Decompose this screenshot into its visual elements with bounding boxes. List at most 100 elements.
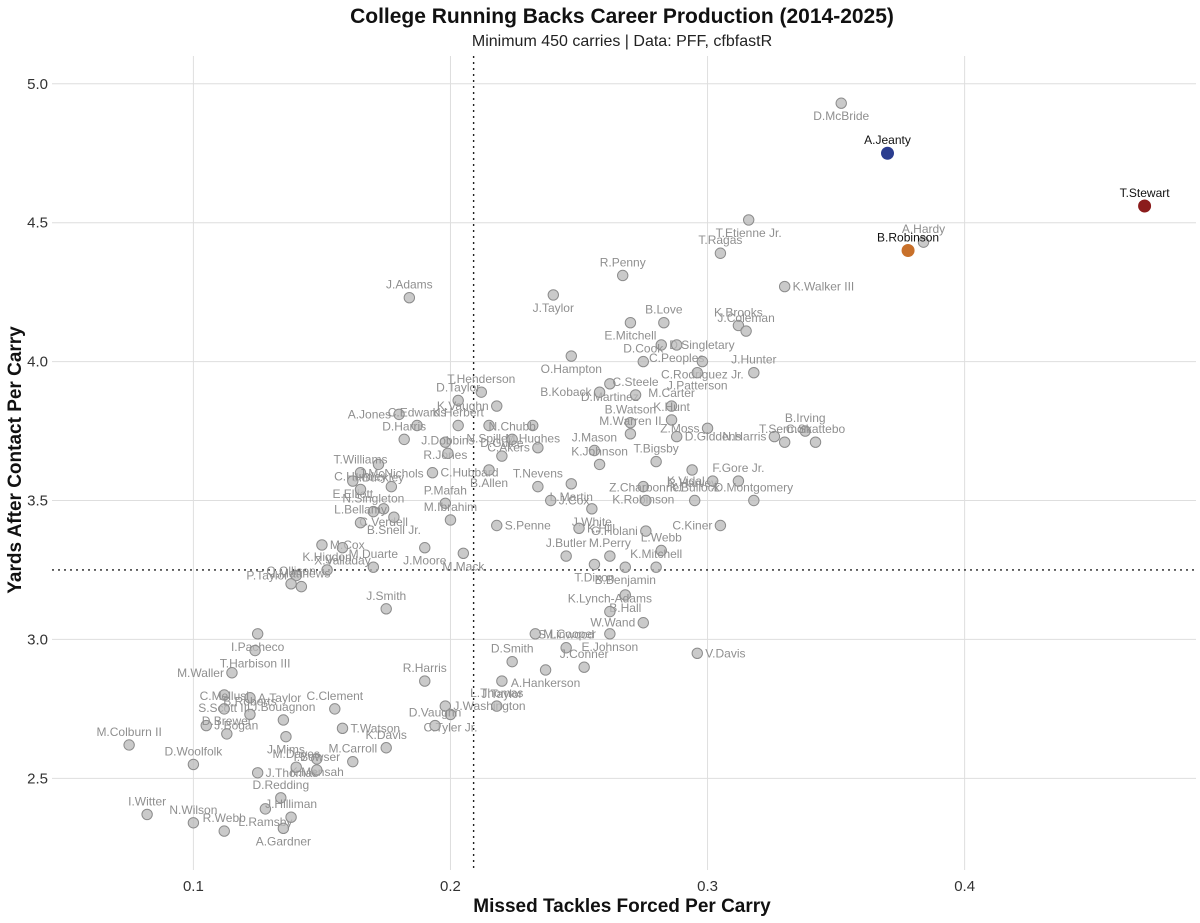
data-point: M.Ibrahim (424, 500, 477, 526)
point-label: K.Hill (587, 521, 615, 535)
point-label: O.Hampton (541, 362, 602, 376)
point-label: L.Martin (550, 490, 593, 504)
point-marker (329, 703, 341, 715)
point-label: K.Vaughn (437, 399, 489, 413)
point-label: T.Stewart (1120, 186, 1171, 200)
x-tick-label: 0.2 (440, 878, 461, 895)
point-label: J.Washington (453, 699, 525, 713)
point-marker (380, 603, 392, 615)
point-label: N.Spiller (466, 431, 511, 445)
data-point: J.Conner (560, 647, 609, 673)
data-point: J.Patterson (667, 367, 728, 393)
point-marker (573, 522, 585, 534)
point-label: M.Duarte (349, 547, 399, 561)
data-point: B.Irving (785, 411, 826, 437)
point-label: M.Dayes (273, 747, 320, 761)
point-marker (604, 550, 616, 562)
point-marker (778, 280, 791, 293)
point-label: C.Steele (613, 375, 659, 389)
point-label: C.Kiner (672, 519, 712, 533)
data-point: N.Harris (722, 430, 781, 444)
point-label: K.Higdon (302, 550, 351, 564)
point-label: I.Matthews (272, 567, 330, 581)
data-point: L.Webb (641, 531, 682, 557)
point-marker (475, 386, 488, 398)
point-label: M.Waller (177, 666, 224, 680)
point-marker (629, 389, 642, 401)
point-label: C.Akers (487, 441, 530, 455)
point-marker (529, 628, 542, 640)
point-marker (593, 386, 606, 398)
point-label: Q.Ollison (266, 564, 315, 578)
data-point: P.Mafah (424, 483, 467, 509)
point-marker (701, 422, 714, 434)
point-label: J.Hilliman (265, 797, 317, 811)
point-marker (768, 430, 781, 443)
point-marker (547, 289, 560, 301)
data-point: F.Gore Jr. (712, 461, 764, 487)
points-layer: D.McBride A.Jeanty T.Stewart T.Etienne Jr. A… (96, 97, 1171, 848)
point-label: C.Skattebo (786, 422, 846, 436)
point-marker (593, 458, 606, 471)
data-point: K.Hunt (653, 400, 691, 426)
data-point: K.Mitchell (630, 547, 682, 573)
point-marker (658, 317, 670, 329)
point-marker (655, 339, 667, 351)
point-label: J.Conner (560, 647, 609, 661)
data-point: K.Hill (573, 521, 615, 535)
data-point: D.Guice (480, 436, 524, 462)
point-marker (316, 539, 328, 551)
data-point: A.Jeanty (864, 133, 911, 160)
point-label: J.Thomas (266, 766, 319, 780)
point-marker (377, 503, 390, 515)
point-marker (354, 467, 367, 479)
point-marker (560, 550, 572, 562)
data-point: C.Skattebo (786, 422, 846, 448)
data-point: J.Cox (545, 494, 589, 508)
data-point: M.Cooper (529, 627, 596, 641)
data-point: J.Washington (439, 699, 526, 713)
data-point: J.Hilliman (265, 797, 317, 823)
point-marker (809, 436, 822, 448)
data-point: D.Singletary (655, 338, 735, 352)
point-label: T.Harbison III (220, 657, 291, 671)
point-label: J.Coleman (717, 311, 774, 325)
point-label: E.Johnson (582, 640, 639, 654)
data-point: R.Webb (203, 811, 246, 837)
y-tick-label: 4.0 (27, 354, 48, 371)
point-marker (491, 700, 503, 712)
point-marker (617, 269, 629, 282)
point-marker (650, 455, 662, 468)
data-point: C.Huntley (334, 469, 387, 496)
data-point: S.Linwood (538, 628, 594, 654)
point-label: R.Harris (403, 661, 447, 675)
data-point: G.Holani (591, 524, 652, 538)
point-label: L.Bellamy (334, 503, 387, 517)
point-label: M.Ibrahim (424, 500, 477, 514)
data-point: D.Smith (491, 642, 534, 668)
point-marker (244, 692, 256, 704)
point-marker (691, 647, 703, 660)
point-marker (545, 494, 557, 507)
point-label: K.Lynch-Adams (568, 592, 652, 606)
data-point: R.Penny (600, 255, 646, 282)
point-label: B.Irving (785, 411, 826, 425)
point-marker (311, 753, 323, 765)
point-label: W.Wand (590, 616, 635, 630)
point-marker (637, 355, 649, 368)
data-point: K.Brooks (714, 305, 763, 332)
data-point: L.Thomas (470, 686, 523, 712)
point-label: T.Sermon (759, 422, 810, 436)
y-tick-label: 3.5 (27, 493, 48, 510)
point-label: N.Wilson (169, 803, 217, 817)
data-point: A.Hankerson (511, 664, 580, 690)
data-point: R.Harvey (667, 464, 717, 490)
data-point: T.Ragas (698, 233, 742, 259)
point-marker (527, 419, 539, 432)
y-tick-label: 3.0 (27, 631, 48, 648)
data-point: X.Valladay (314, 542, 371, 568)
data-point: Q.Ollison (266, 564, 316, 590)
data-point: N.Wilson (169, 803, 217, 829)
point-marker (640, 525, 652, 537)
